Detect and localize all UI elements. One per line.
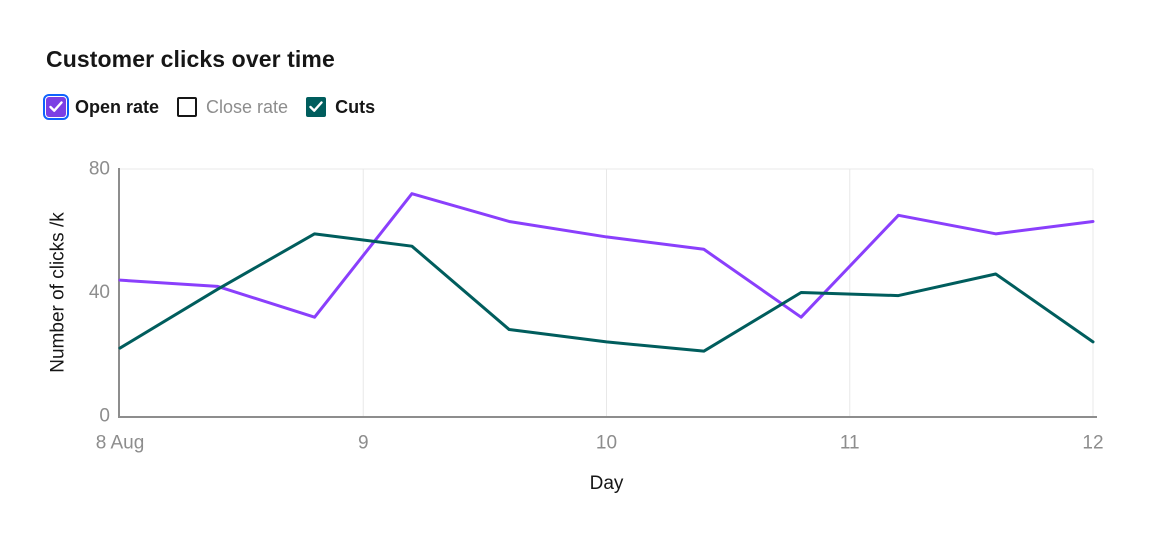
legend-label-close-rate: Close rate <box>206 96 289 117</box>
x-tick-label: 8 Aug <box>96 433 145 454</box>
legend-item-close-rate[interactable]: Close rate <box>177 97 288 118</box>
close-rate-checkbox[interactable] <box>177 97 198 117</box>
x-tick-label: 12 <box>1082 433 1103 454</box>
legend-item-open-rate[interactable]: Open rate <box>43 94 160 120</box>
page-title: Customer clicks over time <box>46 46 335 72</box>
y-tick-label: 80 <box>89 159 110 180</box>
checkmark-icon <box>309 101 323 112</box>
x-tick-label: 11 <box>840 433 860 454</box>
y-tick-label: 0 <box>99 406 110 427</box>
x-axis-title: Day <box>590 473 624 494</box>
cuts-checkbox[interactable] <box>306 97 327 117</box>
y-tick-label: 40 <box>89 282 110 303</box>
open-rate-checkbox[interactable] <box>43 94 69 120</box>
legend-item-cuts[interactable]: Cuts <box>306 97 375 118</box>
series-line-open-rate[interactable] <box>118 192 1095 319</box>
legend-label-cuts: Cuts <box>335 96 376 117</box>
x-tick-label: 9 <box>358 433 369 454</box>
x-tick-label: 10 <box>596 433 617 454</box>
series-line-cuts[interactable] <box>118 232 1095 353</box>
y-axis-title: Number of clicks /k <box>48 212 69 373</box>
legend-label-open-rate: Open rate <box>75 96 160 117</box>
checkmark-icon <box>49 101 63 112</box>
chart-legend: Open rate Close rate Cuts <box>43 94 375 120</box>
